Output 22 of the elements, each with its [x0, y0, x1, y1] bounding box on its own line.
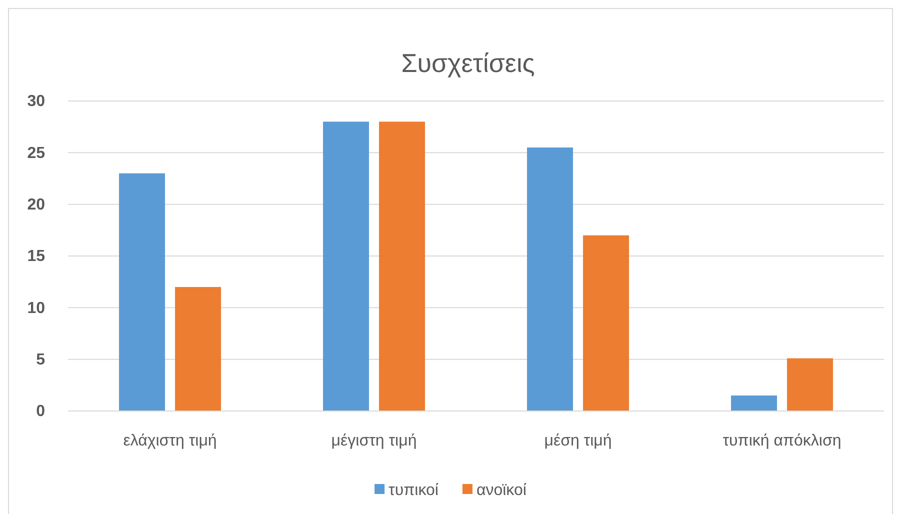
x-tick-label: ελάχιστη τιμή	[123, 432, 217, 450]
bar	[787, 358, 833, 411]
bar	[583, 235, 629, 411]
bar	[175, 287, 221, 411]
y-tick-label: 15	[27, 248, 46, 266]
y-tick-label: 10	[27, 300, 46, 317]
bar	[323, 122, 369, 411]
bar	[379, 122, 425, 411]
y-tick-label: 0	[36, 403, 46, 420]
x-tick-label: μέση τιμή	[544, 432, 612, 450]
y-tick-label: 25	[27, 144, 46, 162]
y-tick-label: 30	[27, 93, 46, 110]
legend-label: τυπικοί	[388, 482, 439, 499]
legend-label: ανοϊκοί	[476, 482, 527, 499]
x-tick-label: τυπική απόκλιση	[722, 432, 842, 450]
y-tick-label: 5	[36, 351, 46, 368]
chart-title: Συσχετίσεις	[401, 48, 535, 78]
y-tick-label: 20	[27, 196, 46, 214]
x-tick-label: μέγιστη τιμή	[331, 432, 417, 450]
bar	[527, 148, 573, 411]
bar	[731, 396, 777, 411]
bar	[119, 173, 165, 411]
